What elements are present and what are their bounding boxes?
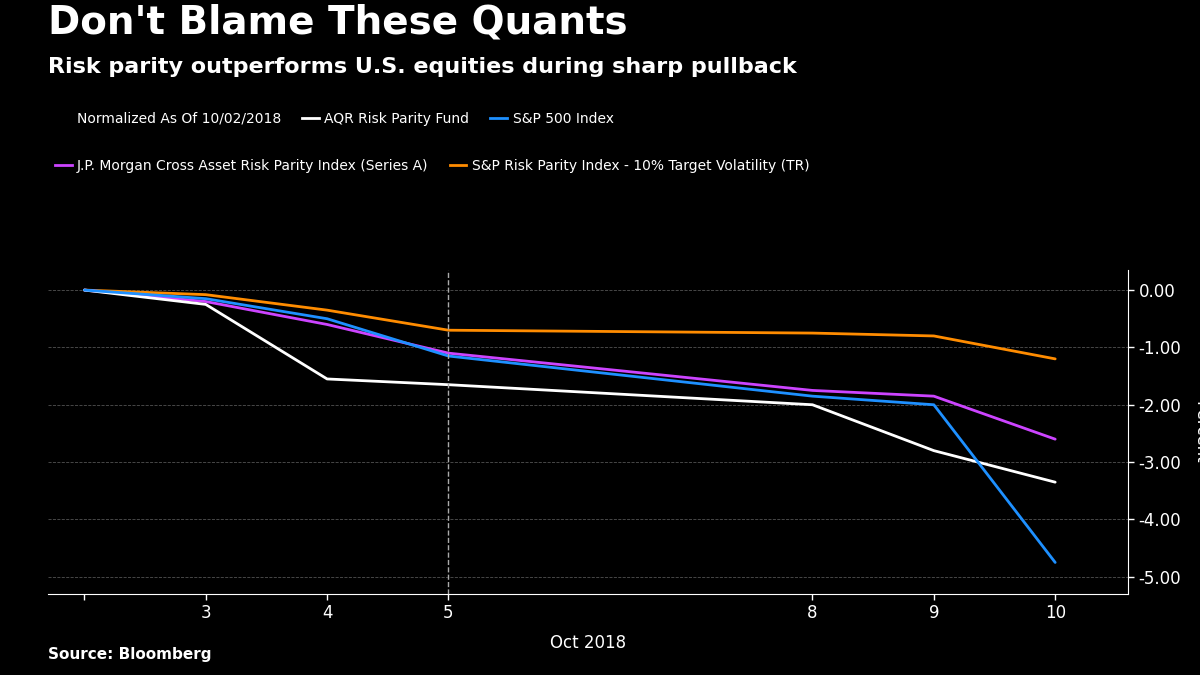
Text: Risk parity outperforms U.S. equities during sharp pullback: Risk parity outperforms U.S. equities du… [48,57,797,78]
Y-axis label: Percent: Percent [1190,401,1200,463]
Legend: J.P. Morgan Cross Asset Risk Parity Index (Series A), S&P Risk Parity Index - 10: J.P. Morgan Cross Asset Risk Parity Inde… [55,159,809,173]
Legend: Normalized As Of 10/02/2018, AQR Risk Parity Fund, S&P 500 Index: Normalized As Of 10/02/2018, AQR Risk Pa… [55,111,613,126]
X-axis label: Oct 2018: Oct 2018 [550,634,626,651]
Text: Don't Blame These Quants: Don't Blame These Quants [48,3,628,41]
Text: Source: Bloomberg: Source: Bloomberg [48,647,211,662]
